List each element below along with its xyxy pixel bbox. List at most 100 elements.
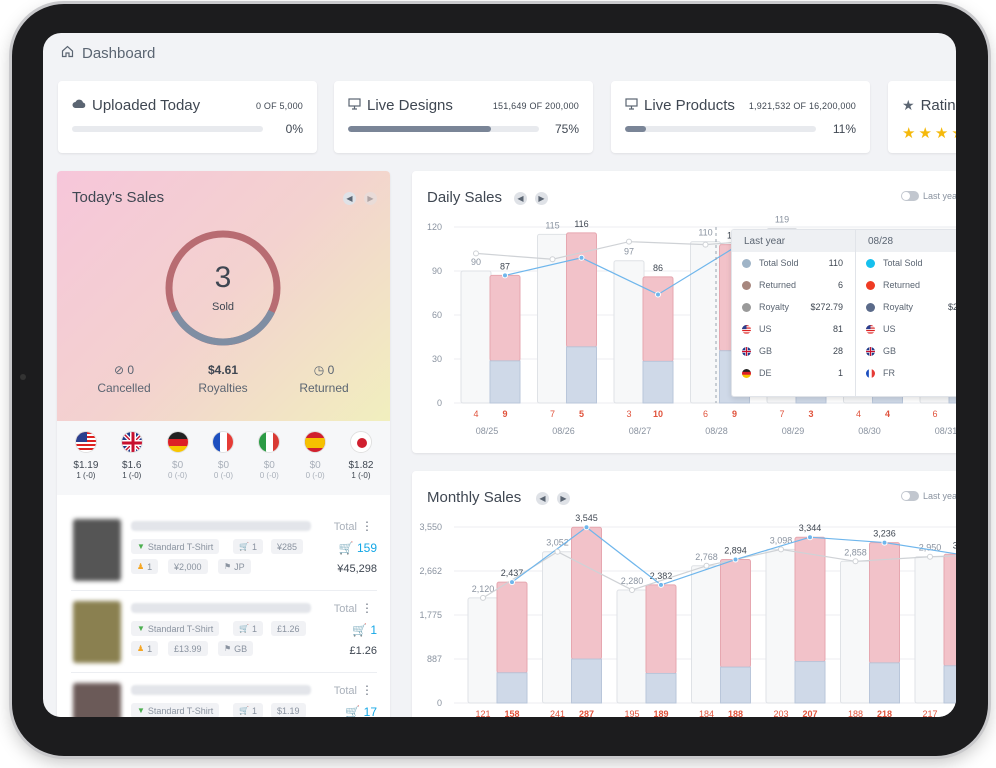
monthly-prev-button[interactable]: ◀ [536, 492, 549, 505]
royalties-stat: $4.61 Royalties [178, 363, 268, 395]
marketplace-es[interactable]: $0 0 (-0) [295, 431, 335, 495]
returned-label: 9 [732, 409, 737, 419]
returned-label: 287 [579, 709, 594, 717]
marketplace-amount: $0 [263, 460, 275, 471]
marketplace-it[interactable]: $0 0 (-0) [249, 431, 289, 495]
toggle-switch[interactable] [900, 191, 919, 201]
live-products-limit: 1,921,532 OF 16,200,000 [748, 100, 856, 111]
toggle-switch[interactable] [900, 491, 919, 501]
marketplace-de[interactable]: $0 0 (-0) [158, 431, 198, 495]
bar-value-label: 2,768 [695, 552, 718, 562]
todays-sales-summary: Today's Sales ◀ ▶ 3 Sold ⊘ 0 Cancelled $… [57, 171, 390, 421]
monthly-next-button[interactable]: ▶ [557, 492, 570, 505]
bar-value-label: 2,894 [724, 546, 747, 556]
tooltip-row: US 81 [732, 318, 855, 340]
current-point [655, 291, 661, 298]
current-point [502, 272, 508, 279]
marketplace-us[interactable]: $1.19 1 (-0) [66, 431, 106, 495]
monthly-sales-chart[interactable]: 0 887 1,775 2,662 3,550 2,120 2,437 121 158 3,052… [412, 471, 956, 717]
tooltip-row: US [856, 318, 956, 340]
flag-icon: ⚑ [224, 644, 232, 653]
next-day-button[interactable]: ▶ [364, 192, 377, 205]
current-bar [645, 584, 677, 674]
more-options-icon[interactable]: ⋮ [361, 683, 373, 697]
product-title-blurred[interactable] [131, 521, 311, 531]
more-options-icon[interactable]: ⋮ [361, 519, 373, 533]
y-tick-label: 30 [432, 354, 442, 364]
current-bar [720, 559, 751, 668]
product-price-tag: ¥2,000 [168, 559, 208, 574]
bar-value-label: 3,0 [953, 540, 956, 550]
legend-dot-icon [742, 280, 751, 290]
product-qty-tag: 🛒 1 [233, 621, 263, 636]
daily-prev-button[interactable]: ◀ [514, 192, 527, 205]
product-price-tag: £13.99 [168, 641, 208, 656]
tooltip-row: Total Sold 110 [732, 252, 855, 274]
live-designs-progress [348, 126, 539, 132]
returned-label: 7 [550, 409, 555, 419]
product-type-tag: ▼ Standard T-Shirt [131, 621, 220, 636]
tooltip-row: DE 1 [732, 362, 855, 384]
returned-label: 4 [473, 409, 478, 419]
tooltip-row: Total Sold [856, 252, 956, 274]
product-type-tag: ▼ Standard T-Shirt [131, 703, 220, 717]
bar-value-label: 86 [653, 263, 663, 273]
product-title-blurred[interactable] [131, 685, 311, 695]
product-title-blurred[interactable] [131, 603, 311, 613]
product-royalty-tag: $1.19 [271, 703, 306, 717]
marketplace-breakdown: $1.19 1 (-0) $1.6 1 (-0) $0 0 (-0) $0 0 … [57, 421, 390, 495]
returned-label: 3 [626, 409, 631, 419]
product-item[interactable]: ▼ Standard T-Shirt 🛒 1 ¥285 ♟ 1 ¥2,000 ⚑ JP … [71, 511, 377, 591]
toggle-label: Last year [922, 191, 956, 201]
marketplace-amount: $1.19 [73, 460, 99, 471]
marketplace-gb[interactable]: $1.6 1 (-0) [112, 431, 152, 495]
tooltip-row: GB [856, 340, 956, 362]
gb-flag-icon [866, 346, 875, 356]
current-bar-segment [489, 360, 521, 404]
current-point [509, 579, 515, 586]
returned-label: 188 [848, 709, 863, 717]
product-item[interactable]: ▼ Standard T-Shirt 🛒 1 $1.19 Total ⋮ 🛒 17 [71, 675, 377, 717]
legend-dot-icon [866, 258, 875, 268]
bar-value-label: 110 [698, 228, 712, 238]
cart-icon: 🛒 [239, 706, 249, 715]
product-thumbnail[interactable] [73, 601, 121, 663]
product-market-tag: ⚑ JP [218, 559, 251, 574]
tooltip-row: GB 28 [732, 340, 855, 362]
tooltip-row: FR [856, 362, 956, 384]
cart-icon: 🛒 [352, 623, 367, 637]
product-type-tag: ▼ Standard T-Shirt [131, 539, 220, 554]
daily-last-year-toggle[interactable]: Last year [900, 191, 956, 201]
more-options-icon[interactable]: ⋮ [361, 601, 373, 615]
product-item[interactable]: ▼ Standard T-Shirt 🛒 1 £1.26 ♟ 1 £13.99 ⚑ GB… [71, 593, 377, 673]
home-icon[interactable] [61, 45, 82, 62]
live-products-card: Live Products 1,921,532 OF 16,200,000 11… [611, 81, 870, 153]
tooltip-row-name: Royalty [759, 302, 790, 312]
last-year-bar [467, 597, 499, 704]
last-year-bar [691, 565, 722, 704]
monthly-last-year-toggle[interactable]: Last year [900, 491, 956, 501]
product-thumbnail[interactable] [73, 519, 121, 581]
monthly-sales-card: Monthly Sales ◀ ▶ Last year 0 887 1,775 2,6… [412, 471, 956, 717]
returned-label: 4 [885, 409, 890, 419]
bar-value-label: 115 [545, 220, 559, 230]
returned-label: 158 [504, 709, 519, 717]
bar-value-label: 97 [624, 247, 634, 257]
daily-sales-card: Daily Sales ◀ ▶ Last year 0 30 60 90 120 90 87… [412, 171, 956, 453]
current-bar-segment [869, 662, 900, 704]
easel-icon [348, 97, 367, 114]
marketplace-fr[interactable]: $0 0 (-0) [203, 431, 243, 495]
marketplace-jp[interactable]: $1.82 1 (-0) [341, 431, 381, 495]
person-icon: ♟ [137, 644, 145, 653]
product-thumbnail[interactable] [73, 683, 121, 717]
returned-value: 0 [327, 363, 335, 377]
current-point [583, 524, 590, 531]
us-flag-icon [742, 324, 751, 334]
it-flag-icon [258, 431, 281, 453]
bar-value-label: 87 [500, 261, 510, 271]
returned-label: 7 [779, 409, 784, 419]
page-title: Dashboard [82, 44, 156, 62]
last-year-point [626, 238, 632, 245]
prev-day-button[interactable]: ◀ [343, 192, 356, 205]
daily-next-button[interactable]: ▶ [535, 192, 548, 205]
